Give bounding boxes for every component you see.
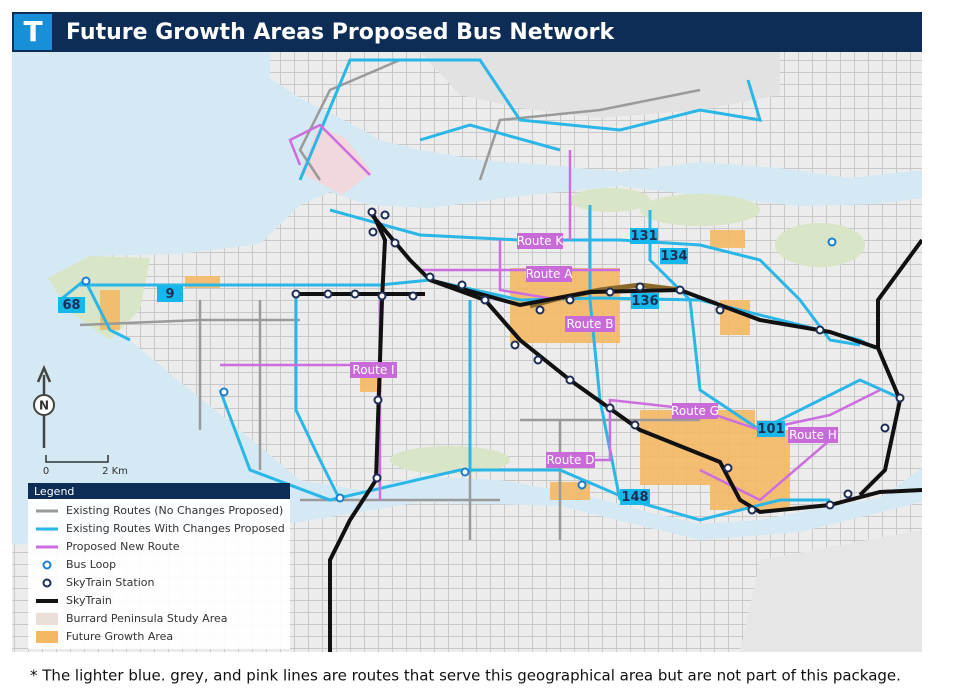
new-route-tag — [788, 427, 838, 443]
map: Route K Route A Route B Route I Route G Route… — [12, 52, 922, 652]
route-labels: Route K Route A Route B Route I Route G Route… — [58, 228, 838, 505]
route-tag — [620, 489, 650, 505]
new-route-tag — [350, 362, 397, 378]
south-east-land — [740, 530, 922, 652]
route-tag — [631, 293, 659, 309]
header-bar — [12, 12, 922, 52]
legend-item: Existing Routes With Changes Proposed — [66, 522, 285, 535]
legend-item: Existing Routes (No Changes Proposed) — [66, 504, 283, 517]
route-label: Route G — [671, 404, 719, 418]
park — [570, 188, 650, 212]
new-route-tag — [526, 266, 572, 282]
route-label: 131 — [630, 229, 657, 244]
legend-box — [28, 483, 290, 649]
route-line — [298, 58, 701, 181]
scale-label: 0 — [43, 466, 49, 477]
route-label: Route B — [567, 317, 614, 331]
route-label: 68 — [62, 298, 80, 313]
skytrain-line — [429, 238, 922, 497]
logo: T — [23, 15, 42, 48]
title: Future Growth Areas Proposed Bus Network — [66, 20, 615, 45]
route-line — [59, 277, 131, 342]
route-line — [298, 58, 763, 181]
north-land — [420, 52, 780, 118]
legend-item: Bus Loop — [66, 558, 116, 571]
route-label: 101 — [757, 422, 784, 437]
park — [390, 446, 510, 474]
route-tag — [157, 286, 183, 302]
scale-label: 2 Km — [102, 466, 128, 477]
skytrain-line — [328, 211, 388, 652]
route-label: Route H — [789, 428, 837, 442]
legend-item: SkyTrain — [66, 594, 112, 607]
legend-item: SkyTrain Station — [66, 576, 154, 589]
park — [775, 223, 865, 267]
route-label: Route I — [352, 363, 394, 377]
route-label: 9 — [165, 287, 174, 302]
route-label: 136 — [631, 294, 658, 309]
park — [48, 256, 150, 340]
route-line — [294, 205, 901, 501]
legend-item: Proposed New Route — [66, 540, 180, 553]
route-label: 148 — [621, 490, 648, 505]
legend-item: Burrard Peninsula Study Area — [66, 612, 228, 625]
compass-label: N — [39, 399, 49, 413]
growth-area — [710, 230, 745, 248]
logo-box — [14, 14, 52, 50]
route-label: Route D — [547, 453, 595, 467]
skytrain — [81, 207, 922, 652]
route-line — [288, 123, 371, 176]
route-label: Route A — [526, 267, 574, 281]
legend-header — [28, 483, 290, 499]
new-route-tag — [517, 233, 563, 249]
header: T Future Growth Areas Proposed Bus Netwo… — [12, 12, 922, 52]
new-route-tag — [546, 452, 595, 468]
legend: Legend Existing Routes (No Changes Propo… — [28, 483, 290, 649]
compass: N — [33, 364, 55, 448]
new-route-tag — [672, 403, 718, 419]
new-route-tag — [565, 316, 615, 332]
legend-title: Legend — [34, 485, 74, 498]
route-tag — [660, 248, 688, 264]
route-tag — [58, 297, 85, 313]
route-tag — [757, 421, 785, 437]
park — [640, 194, 760, 226]
route-label: Route K — [517, 234, 565, 248]
route-label: 134 — [660, 249, 687, 264]
legend-item: Future Growth Area — [66, 630, 173, 643]
scale-bar: 0 2 Km — [43, 455, 128, 477]
footnote: * The lighter blue. grey, and pink lines… — [30, 667, 901, 685]
route-tag — [630, 228, 658, 244]
